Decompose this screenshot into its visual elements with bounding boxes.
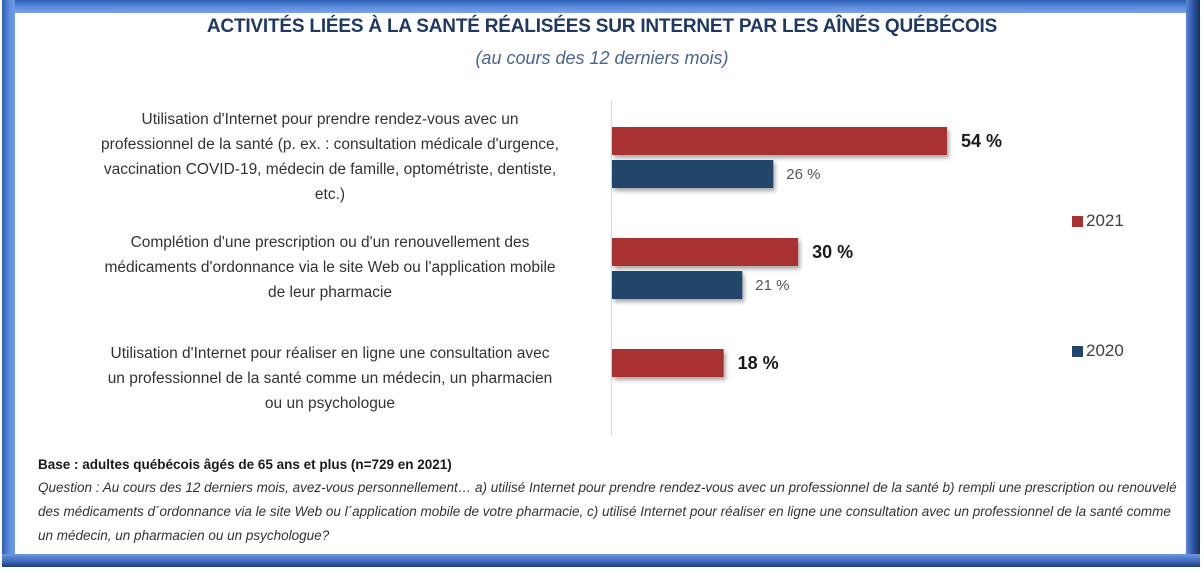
category-label-line: Complétion d'une prescription ou d'un re… [130,234,530,251]
legend-swatch-2020 [1072,345,1083,357]
category-label-line: professionnel de la santé (p. ex. : cons… [101,136,559,153]
bar-2020-1 [612,271,743,299]
bar-2020-0 [612,160,774,188]
legend-swatch-2021 [1072,215,1083,227]
category-label-line: Utilisation d'Internet pour réaliser en … [110,345,550,362]
legend-label: 2021 [1086,211,1124,230]
chart-subtitle: (au cours des 12 derniers mois) [475,48,729,68]
legend-label: 2020 [1086,341,1124,360]
bar-2021-1 [612,238,799,266]
category-label-line: de leur pharmacie [267,284,393,301]
category-label-line: médicaments d'ordonnance via le site Web… [104,259,556,276]
data-label-2021-1: 30 % [812,242,853,262]
category-label-line: vaccination COVID-19, médecin de famille… [103,161,557,178]
legend-item-2020: 2020 [1072,341,1124,361]
category-label-line: Utilisation d'Internet pour prendre rend… [141,111,519,128]
bar-2021-2 [612,349,724,377]
category-label-line: ou un psychologue [264,395,396,412]
data-label-2020-0: 26 % [786,166,820,183]
category-label: Complétion d'une prescription ou d'un re… [50,230,610,305]
footnote-base: Base : adultes québécois âgés de 65 ans … [38,457,452,472]
frame-border-right [1186,0,1200,567]
frame-border-bottom [2,554,1200,567]
frame-border-top [2,0,1200,13]
chart-title: ACTIVITÉS LIÉES À LA SANTÉ RÉALISÉES SUR… [206,16,998,37]
data-label-2020-1: 21 % [755,277,789,294]
chart-panel [15,13,1186,554]
legend-item-2021: 2021 [1072,211,1124,231]
data-label-2021-2: 18 % [738,353,779,373]
bar-2021-0 [612,127,947,155]
category-label-line: etc.) [314,186,346,203]
category-label-line: un professionnel de la santé comme un mé… [107,370,553,387]
frame-border-left [2,0,15,567]
footnote-question: Question : Au cours des 12 derniers mois… [38,480,1177,543]
category-label: Utilisation d'Internet pour réaliser en … [50,341,610,416]
category-label: Utilisation d'Internet pour prendre rend… [50,107,610,207]
data-label-2021-0: 54 % [961,131,1002,151]
